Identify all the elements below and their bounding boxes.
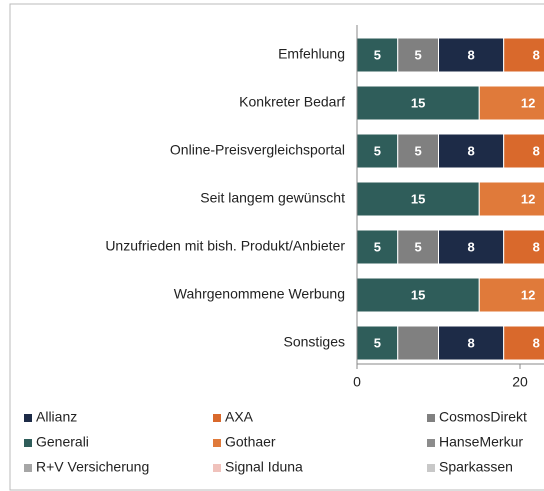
value-label: 5 [374, 143, 381, 158]
value-label: 5 [374, 335, 381, 350]
bar-segment [397, 37, 439, 73]
bar-segment [438, 37, 505, 73]
legend-swatch [24, 439, 32, 447]
legend-label: AXA [225, 409, 254, 425]
category-label: Konkreter Bedarf [239, 94, 345, 110]
value-label: 8 [467, 47, 474, 62]
bar-segment [438, 325, 505, 361]
legend-label: R+V Versicherung [36, 459, 149, 475]
value-label: 15 [411, 95, 425, 110]
category-label: Unzufrieden mit bish. Produkt/Anbieter [105, 238, 345, 254]
x-tick-label: 0 [353, 374, 361, 390]
legend-swatch [427, 464, 435, 472]
legend-swatch [213, 464, 221, 472]
category-label: Seit langem gewünscht [200, 190, 345, 206]
category-label: Online-Preisvergleichsportal [170, 142, 345, 158]
category-label: Wahrgenommene Werbung [174, 286, 345, 302]
bar-segment [356, 325, 399, 361]
value-label: 12 [521, 191, 535, 206]
value-label: 5 [415, 47, 422, 62]
value-label: 8 [533, 239, 540, 254]
bar-segment [478, 181, 544, 217]
legend-label: Generali [36, 434, 89, 450]
legend-swatch [213, 414, 221, 422]
legend-label: HanseMerkur [439, 434, 523, 450]
legend-label: Allianz [36, 409, 77, 425]
category-label: Sonstiges [284, 334, 345, 350]
legend-swatch [427, 439, 435, 447]
bar-segment [356, 229, 399, 265]
legend-label: Gothaer [225, 434, 276, 450]
value-label: 8 [533, 335, 540, 350]
value-label: 8 [533, 143, 540, 158]
bar-segment [503, 37, 544, 73]
value-label: 5 [374, 239, 381, 254]
bar-segment [438, 229, 505, 265]
frame [9, 3, 544, 491]
bar-segment [503, 133, 544, 169]
legend-label: Sparkassen [439, 459, 513, 475]
value-label: 15 [411, 191, 425, 206]
category-label: Emfehlung [278, 46, 345, 62]
value-label: 5 [415, 143, 422, 158]
bar-segment [438, 133, 505, 169]
bar-segment [503, 229, 544, 265]
legend-swatch [24, 464, 32, 472]
value-label: 5 [374, 47, 381, 62]
legend-swatch [427, 414, 435, 422]
bar-segment [397, 229, 439, 265]
bar-segment [397, 325, 439, 361]
bar-segment [478, 277, 544, 313]
value-label: 8 [467, 239, 474, 254]
value-label: 8 [467, 335, 474, 350]
value-label: 15 [411, 287, 425, 302]
bar-segment [397, 133, 439, 169]
value-label: 8 [467, 143, 474, 158]
legend-swatch [24, 414, 32, 422]
legend-label: CosmosDirekt [439, 409, 527, 425]
bar-segment [478, 85, 544, 121]
x-tick-label: 20 [512, 374, 528, 390]
bar-segment [356, 277, 480, 313]
value-label: 12 [521, 287, 535, 302]
legend-swatch [213, 439, 221, 447]
bar-segment [503, 325, 544, 361]
legend-label: Signal Iduna [225, 459, 303, 475]
bar-segment [356, 133, 399, 169]
value-label: 5 [415, 239, 422, 254]
value-label: 12 [521, 95, 535, 110]
value-label: 8 [533, 47, 540, 62]
